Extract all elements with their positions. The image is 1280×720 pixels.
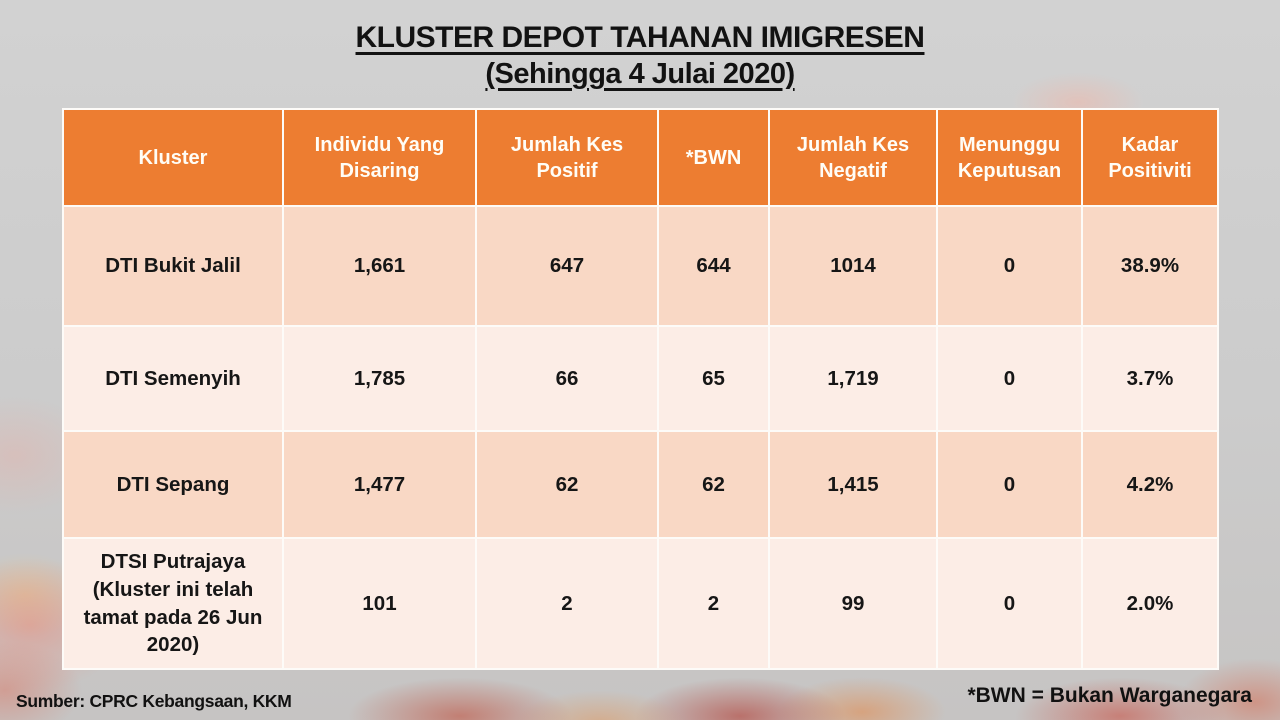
table-row-dtsi-putrajaya: DTSI Putrajaya (Kluster ini telah tamat … (62, 537, 1219, 670)
slide-title: KLUSTER DEPOT TAHANAN IMIGRESEN (Sehingg… (0, 20, 1280, 92)
cell-bwn: 62 (657, 430, 770, 539)
cell-kes-positif: 62 (475, 430, 659, 539)
cell-kluster: DTI Bukit Jalil (62, 205, 284, 327)
cell-individu-disaring: 101 (282, 537, 477, 670)
cell-bwn: 65 (657, 325, 770, 432)
bwn-footnote: *BWN = Bukan Warganegara (967, 684, 1252, 707)
cell-kadar-positiviti: 4.2% (1081, 430, 1219, 539)
cell-menunggu-keputusan: 0 (936, 205, 1083, 327)
cell-individu-disaring: 1,661 (282, 205, 477, 327)
column-header-kluster: Kluster (62, 108, 284, 207)
cell-kluster: DTI Sepang (62, 430, 284, 539)
cell-kadar-positiviti: 38.9% (1081, 205, 1219, 327)
cell-menunggu-keputusan: 0 (936, 430, 1083, 539)
cell-kluster: DTI Semenyih (62, 325, 284, 432)
table-row-dti-sepang: DTI Sepang 1,477 62 62 1,415 0 4.2% (62, 430, 1219, 539)
table-row-dti-bukit-jalil: DTI Bukit Jalil 1,661 647 644 1014 0 38.… (62, 205, 1219, 327)
cell-kes-negatif: 1,719 (768, 325, 938, 432)
cell-kes-negatif: 1,415 (768, 430, 938, 539)
column-header-kes-negatif: Jumlah Kes Negatif (768, 108, 938, 207)
cell-kes-positif: 66 (475, 325, 659, 432)
column-header-individu-disaring: Individu Yang Disaring (282, 108, 477, 207)
cell-kluster: DTSI Putrajaya (Kluster ini telah tamat … (62, 537, 284, 670)
cell-individu-disaring: 1,477 (282, 430, 477, 539)
title-line-1: KLUSTER DEPOT TAHANAN IMIGRESEN (355, 21, 925, 54)
cell-bwn: 2 (657, 537, 770, 670)
table-row-dti-semenyih: DTI Semenyih 1,785 66 65 1,719 0 3.7% (62, 325, 1219, 432)
cell-kadar-positiviti: 2.0% (1081, 537, 1219, 670)
cell-kadar-positiviti: 3.7% (1081, 325, 1219, 432)
column-header-bwn: *BWN (657, 108, 770, 207)
source-note: Sumber: CPRC Kebangsaan, KKM (16, 691, 292, 711)
column-header-kes-positif: Jumlah Kes Positif (475, 108, 659, 207)
table-header-row: Kluster Individu Yang Disaring Jumlah Ke… (62, 108, 1219, 207)
cell-kes-negatif: 1014 (768, 205, 938, 327)
cluster-data-table: Kluster Individu Yang Disaring Jumlah Ke… (62, 108, 1219, 670)
cell-kes-positif: 2 (475, 537, 659, 670)
cell-individu-disaring: 1,785 (282, 325, 477, 432)
title-line-2: (Sehingga 4 Julai 2020) (485, 57, 795, 90)
cell-kes-positif: 647 (475, 205, 659, 327)
cell-bwn: 644 (657, 205, 770, 327)
column-header-menunggu-keputusan: Menunggu Keputusan (936, 108, 1083, 207)
cell-kes-negatif: 99 (768, 537, 938, 670)
cell-menunggu-keputusan: 0 (936, 537, 1083, 670)
cell-menunggu-keputusan: 0 (936, 325, 1083, 432)
column-header-kadar-positiviti: Kadar Positiviti (1081, 108, 1219, 207)
